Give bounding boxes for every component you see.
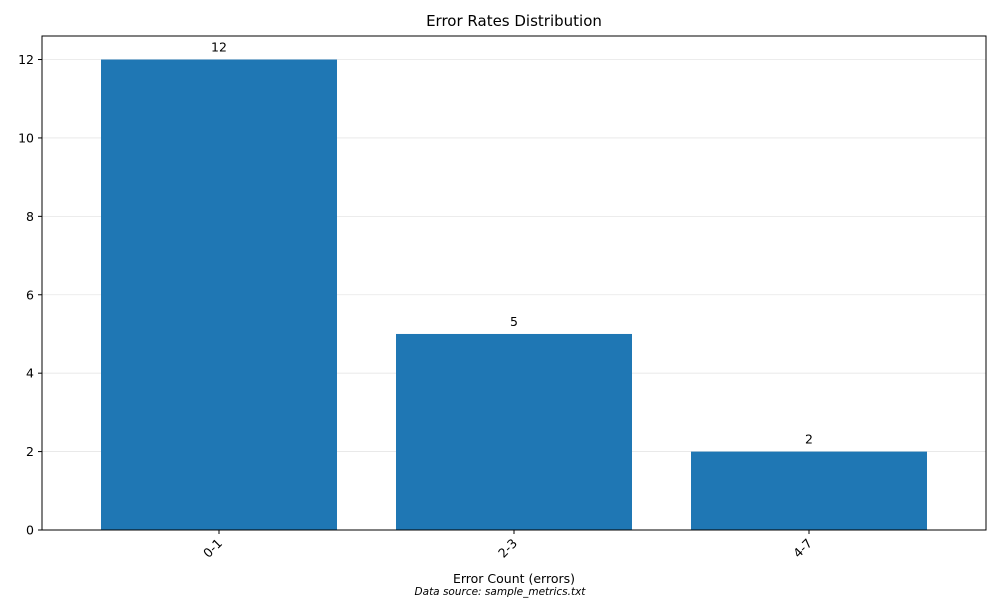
y-tick-label: 8 xyxy=(26,209,34,224)
bar xyxy=(691,452,927,530)
y-tick-label: 6 xyxy=(26,287,34,302)
y-axis: 0 2 4 6 8 10 12 xyxy=(18,52,42,537)
x-tick-label: 4-7 xyxy=(790,536,815,561)
y-tick-label: 4 xyxy=(26,366,34,381)
bar-value-label: 5 xyxy=(510,314,518,329)
y-tick-label: 12 xyxy=(18,52,34,67)
x-tick-label: 0-1 xyxy=(200,536,225,561)
bar-value-label: 12 xyxy=(211,40,227,55)
y-tick-label: 10 xyxy=(18,130,34,145)
x-axis: 0-1 2-3 4-7 xyxy=(200,530,815,561)
bar xyxy=(101,60,337,530)
bar-value-label: 2 xyxy=(805,432,813,447)
y-tick-label: 0 xyxy=(26,523,34,538)
x-tick-label: 2-3 xyxy=(495,536,520,561)
data-source-note: Data source: sample_metrics.txt xyxy=(415,586,587,598)
y-tick-label: 2 xyxy=(26,444,34,459)
bar xyxy=(396,334,632,530)
x-axis-label: Error Count (errors) xyxy=(453,571,575,586)
chart-title: Error Rates Distribution xyxy=(426,12,602,30)
